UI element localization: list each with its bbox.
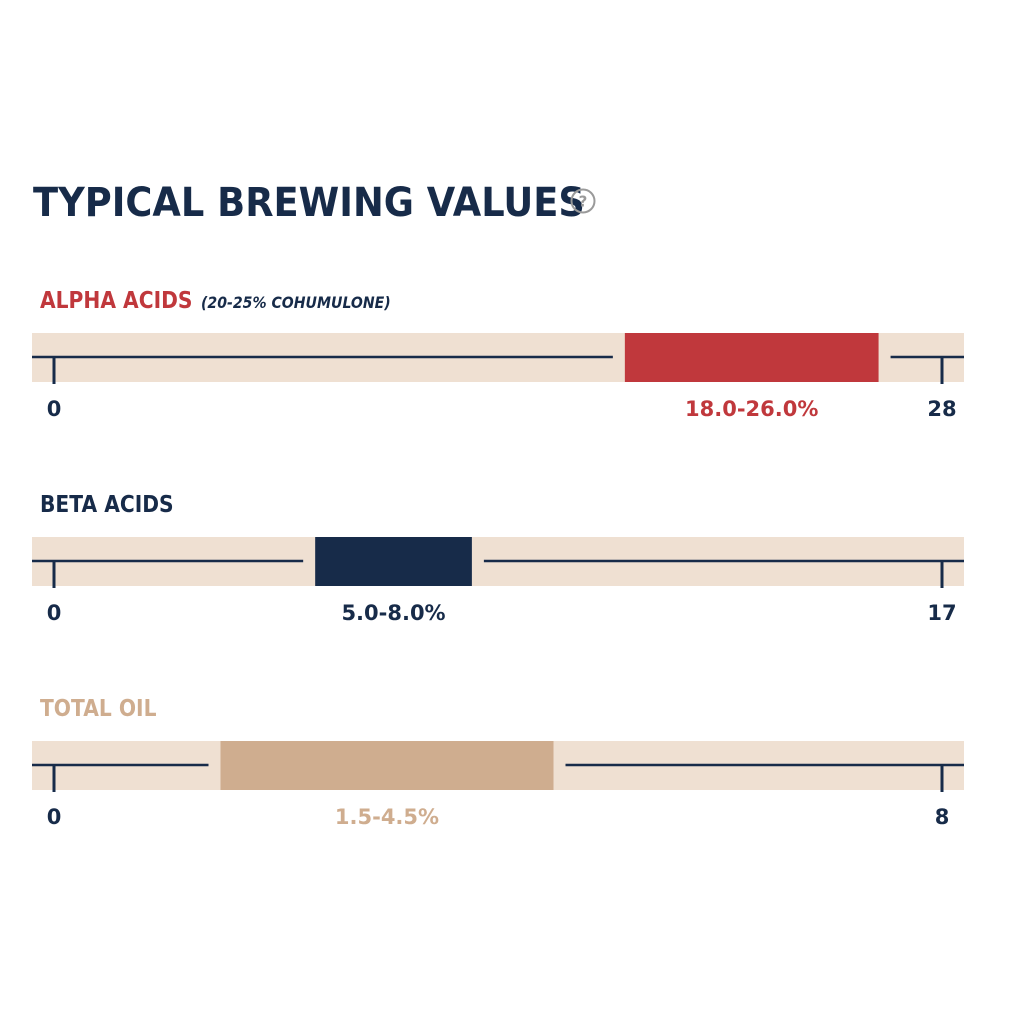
- tick-label-min: 0: [47, 601, 62, 625]
- metric-title: BETA ACIDS: [40, 492, 174, 518]
- range-scale: 0 8 1.5-4.5%: [32, 741, 964, 829]
- tick-label-min: 0: [47, 397, 62, 421]
- range-label: 18.0-26.0%: [685, 397, 818, 421]
- page-title-text: TYPICAL BREWING VALUES: [33, 180, 585, 226]
- metric-label-row: TOTAL OIL: [40, 696, 172, 722]
- range-bar: [315, 537, 472, 586]
- tick-label-max: 28: [927, 397, 956, 421]
- tick-label-min: 0: [47, 805, 62, 829]
- range-scale: 0 28 18.0-26.0%: [32, 333, 964, 421]
- page-title: TYPICAL BREWING VALUES ?: [33, 180, 633, 226]
- svg-text:?: ?: [579, 193, 588, 211]
- range-label: 1.5-4.5%: [335, 805, 439, 829]
- metric-label-row: ALPHA ACIDS (20-25% COHUMULONE): [40, 288, 417, 314]
- metric-title: ALPHA ACIDS: [40, 288, 193, 314]
- question-circle-icon[interactable]: ?: [570, 188, 596, 214]
- tick-label-max: 8: [935, 805, 950, 829]
- metric-title: TOTAL OIL: [40, 696, 157, 722]
- metric-label-row: BETA ACIDS: [40, 492, 192, 518]
- metric-note: (20-25% COHUMULONE): [201, 293, 391, 312]
- range-scale: 0 17 5.0-8.0%: [32, 537, 964, 625]
- range-label: 5.0-8.0%: [341, 601, 445, 625]
- tick-label-max: 17: [927, 601, 956, 625]
- range-bar: [220, 741, 554, 790]
- range-bar: [624, 333, 879, 382]
